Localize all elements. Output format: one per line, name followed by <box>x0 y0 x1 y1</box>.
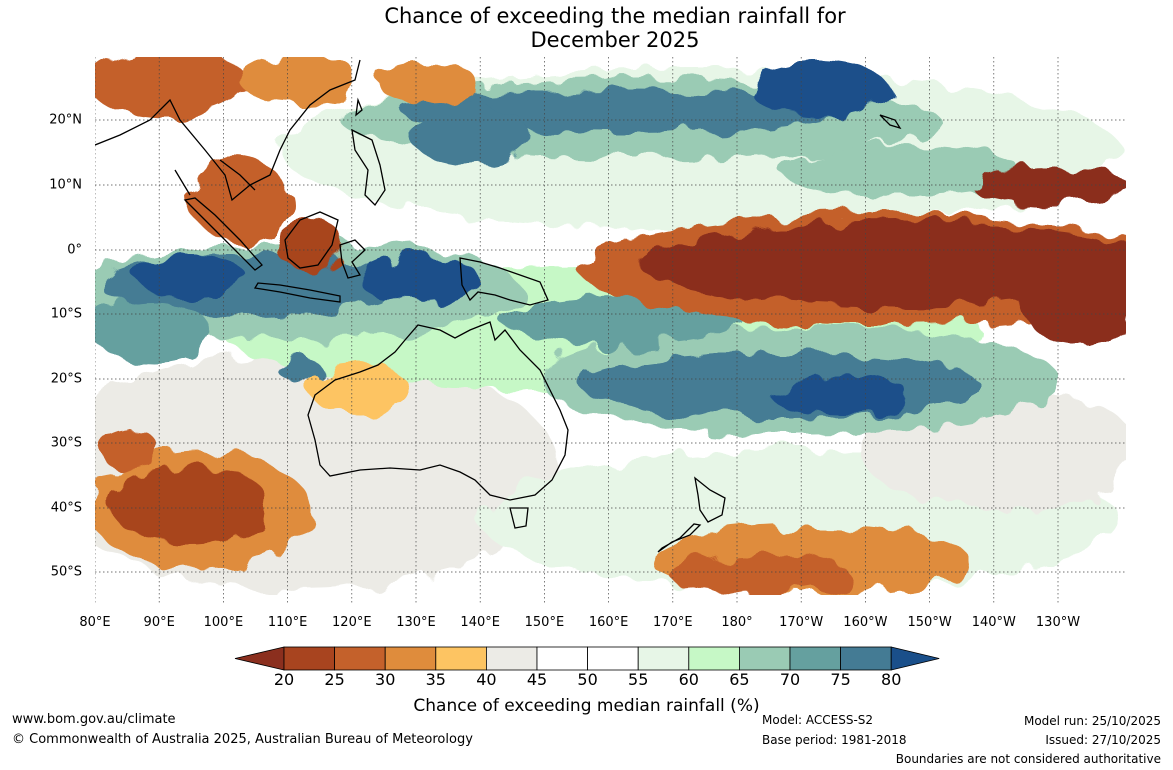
colorbar-tick-label: 70 <box>779 670 801 689</box>
model-name: Model: ACCESS-S2 <box>762 713 874 727</box>
colorbar-segment <box>435 646 487 671</box>
colorbar-arrow-low <box>234 646 285 671</box>
colorbar-segment <box>384 646 437 671</box>
australia-coastline <box>307 321 569 501</box>
new-guinea-coastline <box>459 257 549 306</box>
colorbar-tick-label: 25 <box>324 670 345 689</box>
longitude-label: 140°E <box>460 615 500 630</box>
colorbar-tick-label: 50 <box>577 670 598 689</box>
colorbar-tick-label: 40 <box>476 670 497 689</box>
borneo-coastline <box>284 211 339 269</box>
colorbar-segment <box>283 646 335 671</box>
colorbar-segment <box>485 646 538 671</box>
latitude-label: 10°S <box>50 306 82 322</box>
colorbar-segment <box>637 646 690 671</box>
asia-mainland-coastline <box>95 59 361 202</box>
longitude-label: 170°W <box>779 615 824 630</box>
model-run-date: Model run: 25/10/2025 <box>1023 714 1161 728</box>
hawaii-coastline <box>879 114 902 130</box>
latitude-label: 10°N <box>49 177 82 193</box>
colorbar-tick-label: 60 <box>678 670 699 689</box>
colorbar-tick-label: 45 <box>526 670 548 689</box>
longitude-label: 160°W <box>843 615 888 630</box>
colorbar-segment <box>536 646 588 671</box>
longitude-label: 80°E <box>79 615 111 630</box>
colorbar-tick-label: 20 <box>273 670 295 689</box>
longitude-label: 140°W <box>971 615 1016 630</box>
colorbar-segment <box>587 646 639 671</box>
longitude-label: 100°E <box>203 615 244 630</box>
java-coastline <box>253 282 341 303</box>
issued-date: Issued: 27/10/2025 <box>1045 733 1161 747</box>
taiwan-coastline <box>355 97 363 117</box>
new-zealand-south-island <box>657 523 702 553</box>
colorbar-segment <box>334 646 386 671</box>
base-period: Base period: 1981-2018 <box>762 733 907 747</box>
sulawesi-coastline <box>339 239 366 279</box>
sumatra-coastline <box>183 197 263 271</box>
latitude-label: 30°S <box>50 435 82 451</box>
map-gridlines <box>95 57 1126 604</box>
colorbar-tick-label: 80 <box>881 670 902 689</box>
longitude-label: 170°E <box>653 615 693 630</box>
colorbar-tick-label: 35 <box>425 670 446 689</box>
colorbar-segment <box>789 646 841 671</box>
colorbar-label: Chance of exceeding median rainfall (%) <box>413 696 760 716</box>
coastlines <box>95 59 902 553</box>
colorbar-tick-label: 75 <box>830 670 851 689</box>
tasmania-coastline <box>509 507 529 529</box>
longitude-label: 160°E <box>588 615 629 630</box>
longitude-label: 120°E <box>332 615 372 630</box>
longitude-label: 180° <box>721 615 753 630</box>
longitude-label: 110°E <box>267 615 308 630</box>
latitude-label: 0° <box>67 242 82 258</box>
boundaries-disclaimer: Boundaries are not considered authoritat… <box>895 752 1161 766</box>
colorbar-segment <box>840 646 892 671</box>
title-line-1: Chance of exceeding the median rainfall … <box>384 4 846 28</box>
longitude-label: 130°W <box>1035 615 1081 630</box>
latitude-label: 40°S <box>50 500 82 516</box>
title-line-2: December 2025 <box>530 28 700 52</box>
new-zealand-north-island <box>694 476 726 523</box>
colorbar-tick-label: 65 <box>729 670 750 689</box>
colorbar-tick-label: 30 <box>375 670 396 689</box>
latitude-label: 50°S <box>50 564 82 580</box>
colorbar-segment <box>688 646 740 671</box>
map-title: Chance of exceeding the median rainfall … <box>0 4 1173 52</box>
copyright-notice: © Commonwealth of Australia 2025, Austra… <box>12 732 473 747</box>
longitude-label: 150°W <box>907 615 952 630</box>
website-link[interactable]: www.bom.gov.au/climate <box>12 712 176 727</box>
colorbar-tick-label: 55 <box>628 670 649 689</box>
latitude-label: 20°S <box>50 371 82 387</box>
longitude-label: 90°E <box>143 615 175 630</box>
colorbar-segment <box>739 646 791 671</box>
longitude-label: 150°E <box>524 615 565 630</box>
longitude-label: 130°E <box>396 615 436 630</box>
latitude-label: 20°N <box>49 112 82 128</box>
colorbar-arrow-high <box>890 646 940 671</box>
philippines-coastline <box>351 128 386 207</box>
